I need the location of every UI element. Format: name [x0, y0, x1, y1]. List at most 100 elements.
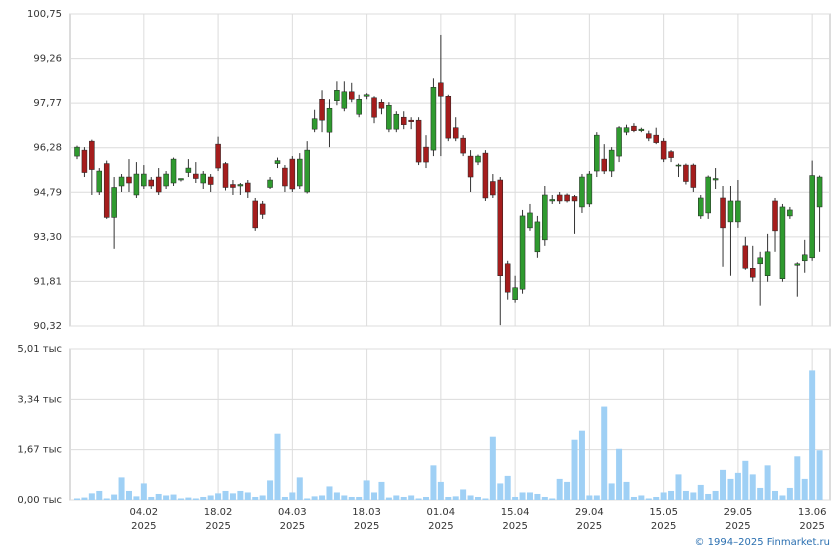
candle-body	[319, 99, 325, 121]
candle-body	[133, 173, 140, 196]
x-tick-label: 29.04	[575, 507, 604, 518]
candle-body	[297, 158, 303, 187]
volume-bar	[371, 492, 378, 500]
volume-bar	[742, 460, 749, 500]
candle-body	[512, 287, 518, 300]
candle-body	[527, 212, 533, 229]
volume-bar	[96, 490, 103, 500]
candle-body	[601, 158, 607, 172]
candle-body	[801, 254, 808, 262]
volume-bar	[408, 495, 415, 500]
x-tick-label: 13.06	[798, 507, 827, 518]
candle-body	[690, 164, 697, 188]
volume-bar	[638, 495, 645, 500]
volume-bar	[519, 492, 526, 500]
volume-bar	[712, 490, 719, 500]
volume-bar	[512, 496, 519, 500]
volume-bar	[88, 493, 95, 500]
x-tick-year: 2025	[428, 521, 453, 532]
volume-bar	[74, 498, 80, 500]
volume-bar	[809, 370, 816, 500]
candle-body	[452, 127, 459, 139]
x-tick-year: 2025	[725, 521, 750, 532]
volume-bar	[608, 483, 615, 500]
volume-bar	[764, 465, 771, 500]
volume-bar	[437, 481, 444, 500]
candle-body	[193, 173, 199, 179]
x-tick-label: 18.03	[352, 507, 381, 518]
candle-body	[787, 209, 793, 217]
volume-bar	[415, 498, 422, 500]
volume-bar	[749, 474, 756, 500]
volume-bar	[177, 498, 184, 500]
volume-bar	[118, 477, 125, 500]
candle-body	[430, 87, 437, 151]
volume-bar	[133, 496, 140, 500]
volume-bar	[192, 498, 199, 500]
x-tick-year: 2025	[502, 521, 527, 532]
candle-body	[252, 200, 258, 229]
volume-bar	[333, 492, 340, 500]
candle-body	[445, 96, 452, 139]
candle-body	[594, 134, 600, 172]
y-tick-label: 94,79	[33, 187, 62, 198]
candle-body	[81, 149, 88, 173]
candle-body	[282, 167, 288, 187]
candle-body	[111, 187, 117, 218]
volume-bar	[534, 493, 541, 500]
y-tick-label: 90,32	[33, 321, 62, 332]
volume-bar	[341, 495, 348, 500]
candle-body	[460, 137, 466, 154]
y-tick-label: 97,77	[33, 98, 62, 109]
candle-body	[542, 194, 548, 241]
volume-bar	[460, 489, 467, 500]
candle-body	[363, 94, 370, 97]
volume-bar	[645, 498, 652, 500]
candle-body	[475, 155, 481, 163]
volume-bar	[237, 490, 244, 500]
volume-bar	[207, 495, 214, 500]
volume-bar	[200, 496, 207, 500]
x-tick-label: 29.05	[724, 507, 753, 518]
candle-body	[549, 199, 555, 202]
candle-body	[207, 176, 214, 185]
candle-body	[126, 176, 132, 184]
y-tick-label: 91,81	[33, 276, 62, 287]
candle-body	[490, 181, 496, 196]
candle-body	[200, 173, 206, 184]
candle-body	[259, 203, 266, 215]
candle-body	[349, 91, 355, 100]
candle-body	[118, 176, 125, 187]
candle-body	[341, 91, 348, 109]
volume-bar	[229, 493, 236, 500]
volume-bar	[660, 492, 667, 500]
volume-bar	[675, 474, 682, 500]
volume-bar	[801, 478, 808, 500]
volume-bar	[304, 498, 311, 500]
volume-bar	[779, 495, 786, 500]
candle-body	[178, 178, 184, 181]
candle-body	[400, 116, 407, 125]
x-tick-label: 18.02	[204, 507, 233, 518]
candle-body	[230, 184, 236, 188]
x-tick-label: 15.05	[649, 507, 678, 518]
candle-body	[245, 182, 251, 193]
volume-bar	[140, 483, 147, 500]
candle-body	[742, 245, 749, 269]
y-tick-label: 96,28	[33, 143, 62, 154]
volume-bar	[267, 480, 274, 500]
candle-body	[705, 176, 711, 214]
candle-body	[683, 164, 689, 182]
volume-bar	[727, 478, 734, 500]
candle-body	[794, 263, 801, 266]
volume-bar	[541, 496, 548, 500]
volume-bar	[772, 490, 779, 500]
candle-body	[326, 107, 333, 133]
volume-bar	[222, 490, 229, 500]
volume-bar	[697, 484, 704, 500]
candle-body	[274, 160, 281, 164]
candle-body	[608, 149, 615, 172]
volume-bar	[430, 465, 437, 500]
volume-bar	[623, 481, 630, 500]
volume-bar	[393, 495, 400, 500]
